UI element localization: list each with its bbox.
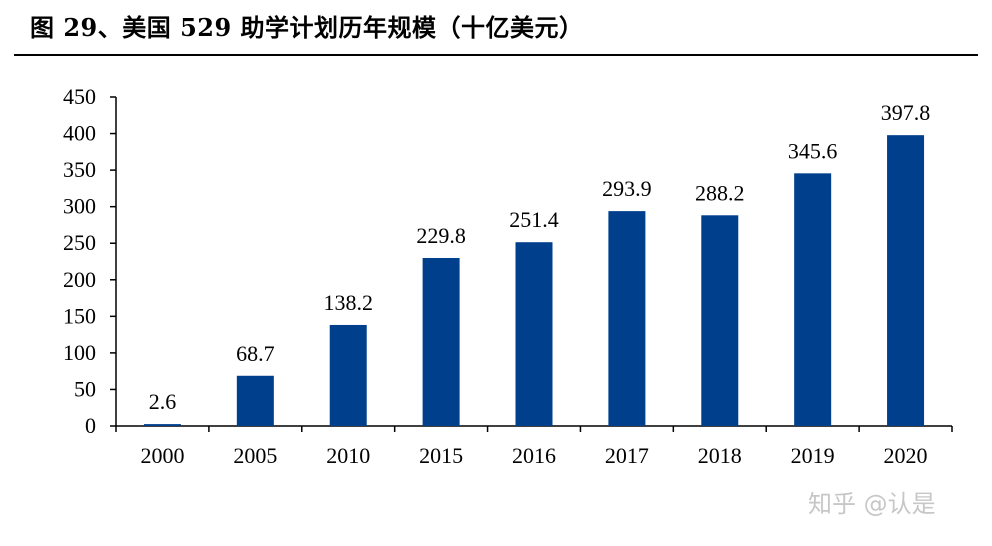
x-tick-label: 2005 (233, 443, 277, 468)
chart-title: 图 29、美国 529 助学计划历年规模（十亿美元） (30, 13, 584, 42)
data-label-2010: 138.2 (323, 290, 373, 315)
data-label-2019: 345.6 (788, 138, 838, 163)
bar-2005 (236, 375, 274, 426)
bar-2019 (794, 173, 832, 426)
x-tick-label: 2016 (512, 443, 556, 468)
data-label-2017: 293.9 (602, 176, 652, 201)
data-labels: 2.6 68.7 138.2 229.8 251.4 293.9 288.2 345.6 397… (149, 100, 931, 414)
x-tick-label: 2020 (884, 443, 928, 468)
x-tick-label: 2015 (419, 443, 463, 468)
data-label-2000: 2.6 (149, 389, 177, 414)
bar-2020 (887, 135, 925, 426)
y-axis: 0 50 100 150 200 250 300 350 400 450 (63, 84, 117, 438)
bar-2000 (143, 424, 181, 426)
x-tick-label: 2019 (791, 443, 835, 468)
bar-2015 (422, 257, 460, 426)
bar-2016 (515, 242, 553, 426)
x-tick-label: 2018 (698, 443, 742, 468)
bar-2018 (701, 215, 739, 426)
title-divider (14, 54, 978, 56)
y-tick-label: 300 (63, 194, 96, 219)
data-label-2016: 251.4 (509, 207, 559, 232)
x-tick-label: 2010 (326, 443, 370, 468)
x-tick-label: 2017 (605, 443, 649, 468)
y-tick-label: 100 (63, 340, 96, 365)
y-tick-label: 250 (63, 230, 96, 255)
data-label-2018: 288.2 (695, 180, 745, 205)
y-tick-label: 450 (63, 84, 96, 109)
x-tick-label: 2000 (140, 443, 184, 468)
y-tick-label: 200 (63, 267, 96, 292)
y-tick-label: 50 (74, 376, 96, 401)
bar-2010 (329, 324, 367, 426)
data-label-2005: 68.7 (236, 341, 275, 366)
watermark-text: 知乎 @认是 (808, 490, 936, 518)
y-tick-label: 350 (63, 157, 96, 182)
data-label-2020: 397.8 (881, 100, 931, 125)
y-tick-label: 0 (85, 413, 96, 438)
x-axis: 2000 2005 2010 2015 2016 2017 2018 2019 2020 (115, 425, 953, 468)
data-label-2015: 229.8 (416, 223, 466, 248)
bar-2017 (608, 211, 646, 426)
y-tick-label: 400 (63, 121, 96, 146)
bars (143, 135, 925, 426)
y-tick-label: 150 (63, 303, 96, 328)
